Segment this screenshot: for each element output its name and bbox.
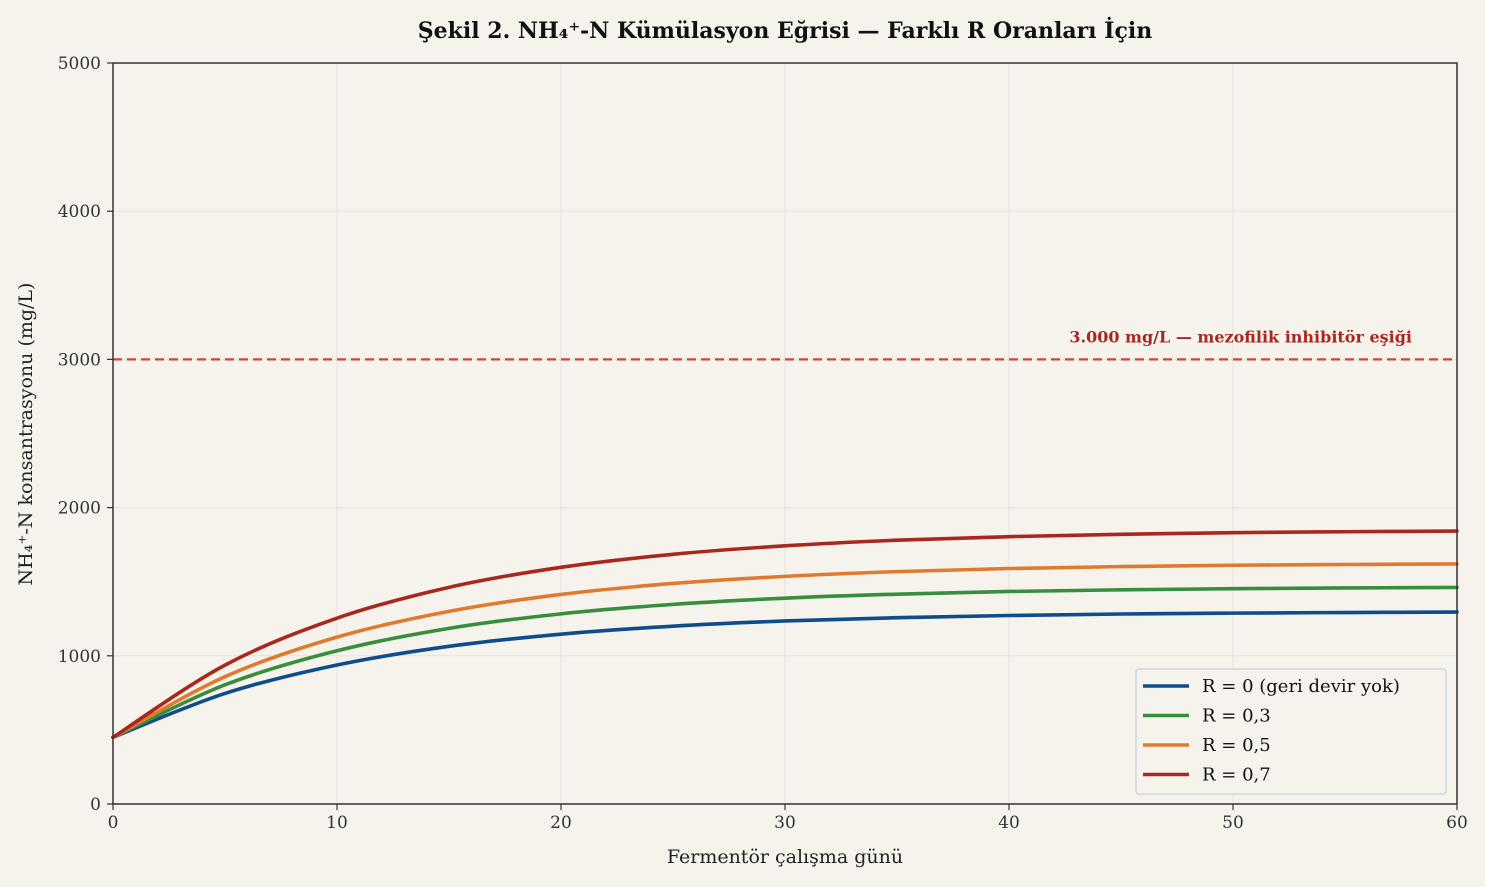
x-tick-label: 30 [774, 813, 796, 833]
y-tick-label: 3000 [58, 350, 101, 370]
x-tick-label: 60 [1446, 813, 1468, 833]
threshold: 3.000 mg/L — mezofilik inhibitör eşiği [113, 327, 1457, 361]
x-tick-label: 40 [998, 813, 1020, 833]
legend-label: R = 0 (geri devir yok) [1202, 676, 1400, 697]
legend-box [1135, 668, 1447, 795]
x-axis-label: Fermentör çalışma günü [667, 846, 903, 868]
y-axis-label: NH₄⁺-N konsantrasyonu (mg/L) [15, 283, 37, 586]
y-tick-label: 2000 [58, 499, 101, 519]
legend: R = 0 (geri devir yok) R = 0,3 R = 0,5 R = … [1135, 668, 1447, 795]
legend-label: R = 0,7 [1202, 765, 1271, 786]
series-lines [111, 529, 1459, 740]
x-tick-label: 0 [108, 813, 119, 833]
y-tick-label: 4000 [58, 202, 101, 222]
axis-ticks: 0 10 20 30 40 50 60 0 1000 2000 3000 4000 5000 [58, 54, 1468, 833]
x-tick-label: 10 [326, 813, 348, 833]
threshold-label: 3.000 mg/L — mezofilik inhibitör eşiği [1069, 327, 1412, 346]
x-tick-label: 20 [550, 813, 572, 833]
series-line [111, 562, 1459, 740]
x-tick-label: 50 [1222, 813, 1244, 833]
series-line [111, 585, 1459, 740]
series-line [111, 610, 1459, 740]
y-tick-label: 5000 [58, 54, 101, 74]
series-line [111, 529, 1459, 740]
y-tick-label: 1000 [58, 647, 101, 667]
chart-title: Şekil 2. NH₄⁺-N Kümülasyon Eğrisi — Fark… [418, 16, 1152, 44]
legend-label: R = 0,3 [1202, 706, 1271, 727]
y-tick-label: 0 [90, 795, 101, 815]
legend-label: R = 0,5 [1202, 735, 1271, 756]
